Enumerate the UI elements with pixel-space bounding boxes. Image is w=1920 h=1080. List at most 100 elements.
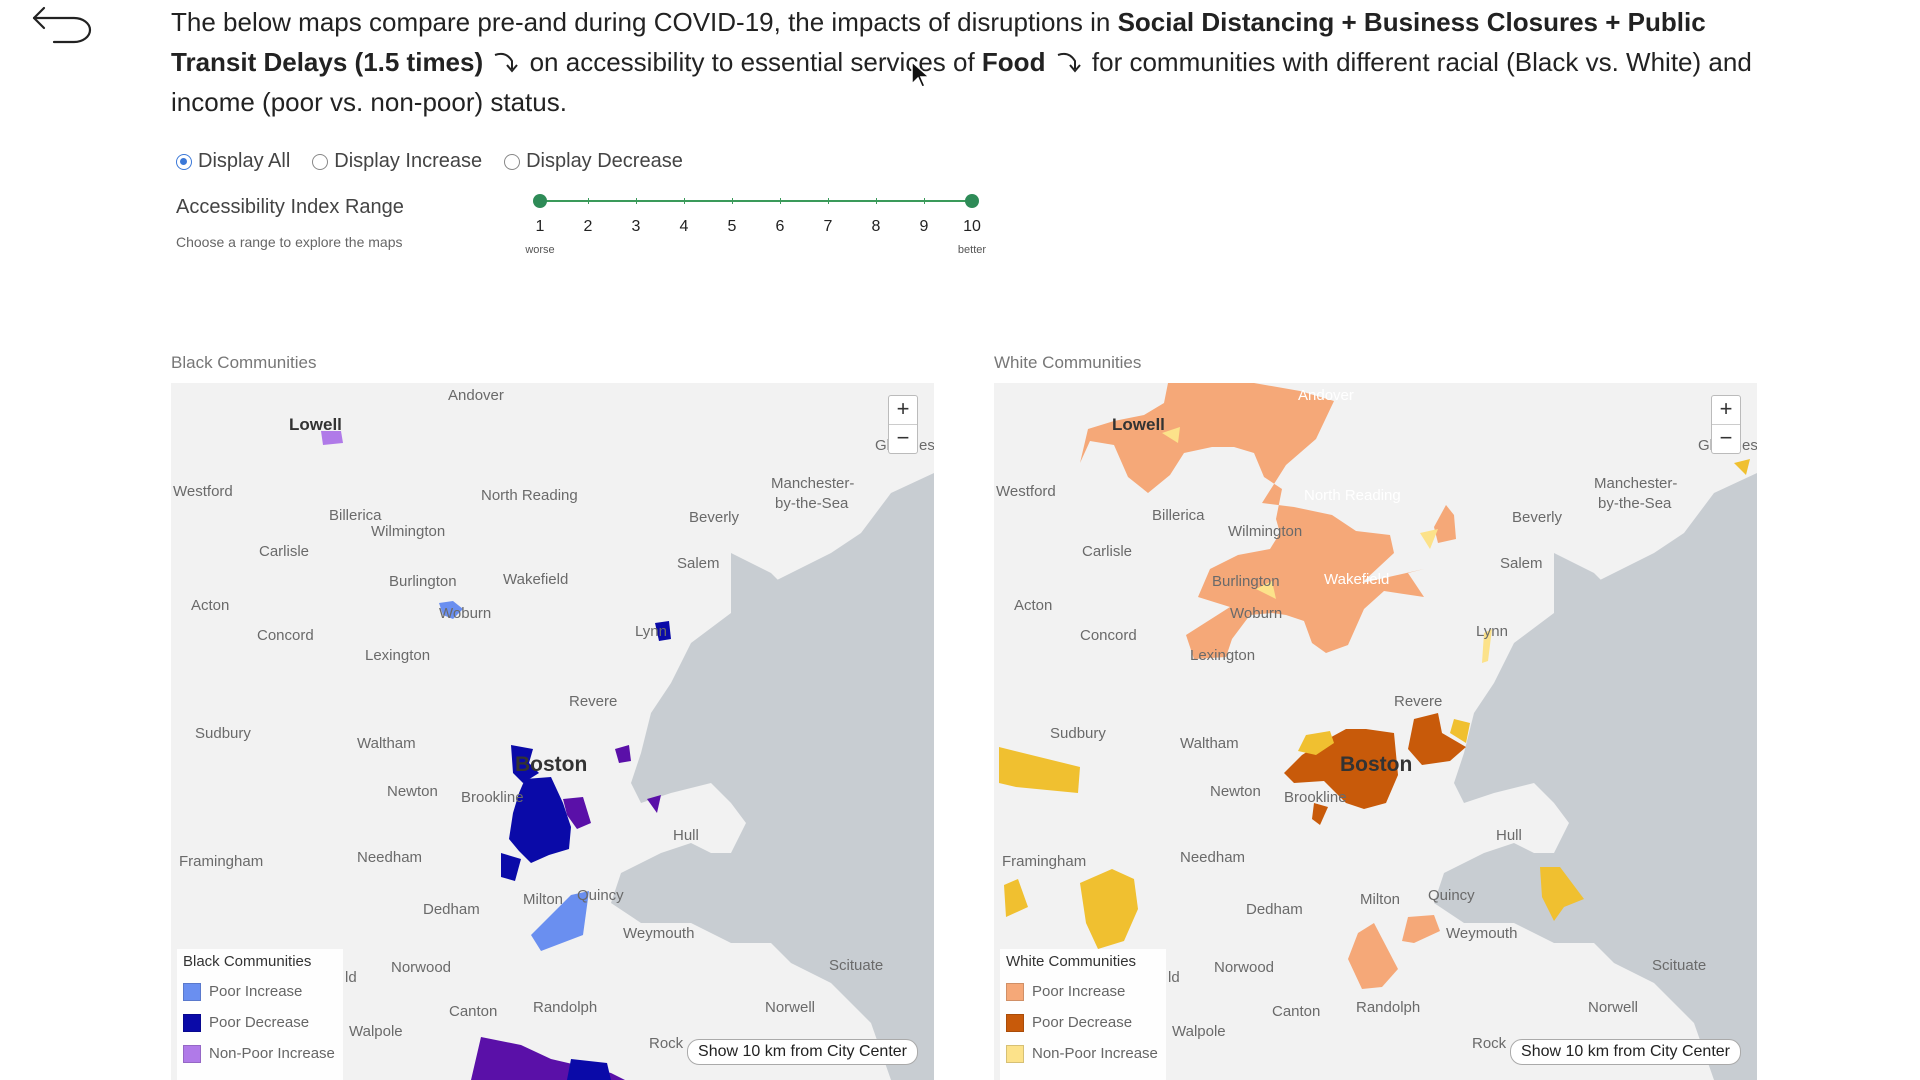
place-label: Canton (449, 1003, 498, 1020)
zoom-control: + − (1711, 395, 1741, 454)
legend-item: Non-Poor Increase (183, 1038, 343, 1069)
place-label: Framingham (179, 853, 264, 870)
legend-item: Poor Increase (1006, 976, 1166, 1007)
region-nonpoor-increase (1162, 427, 1180, 443)
curved-down-arrow-icon[interactable] (1055, 46, 1083, 74)
back-button[interactable] (30, 0, 100, 46)
show-10km-button[interactable]: Show 10 km from City Center (687, 1039, 918, 1065)
region-poor-increase (439, 601, 463, 619)
mouse-cursor-icon (911, 60, 931, 88)
radio-button-selected[interactable] (176, 153, 192, 170)
place-label: Boston (1340, 753, 1413, 776)
place-label: Lynn (1476, 623, 1508, 640)
place-label: Westford (173, 483, 233, 500)
radio-button[interactable] (504, 153, 521, 170)
place-label: Milton (523, 891, 564, 908)
legend-title: White Communities (1006, 953, 1137, 970)
radio-display-decrease[interactable]: Display Decrease (504, 150, 683, 173)
slider-tick-label: 10 (963, 218, 981, 235)
slider-tick (780, 198, 781, 204)
place-label: es (919, 437, 934, 454)
place-label: Beverly (689, 509, 740, 526)
place-label: Norwell (1588, 999, 1639, 1016)
place-label: Wilmington (371, 523, 446, 540)
place-label: Carlisle (1082, 543, 1133, 560)
place-label: Canton (1272, 1003, 1321, 1020)
accessibility-range-slider[interactable]: 1 2 3 4 5 6 7 8 9 10 worse better (525, 190, 986, 270)
show-10km-button[interactable]: Show 10 km from City Center (1510, 1039, 1741, 1065)
place-label: Wakefield (503, 571, 569, 588)
region-nonpoor-decrease (1080, 869, 1138, 949)
zoom-in-button[interactable]: + (1719, 396, 1733, 421)
place-label: Waltham (1180, 735, 1239, 752)
place-label: Framingham (1002, 853, 1087, 870)
place-label: by-the-Sea (775, 495, 849, 512)
slider-tick-label: 3 (631, 218, 641, 235)
legend-swatch (1006, 1013, 1024, 1032)
slider-handle-max[interactable] (965, 194, 979, 208)
black-map-title: Black Communities (171, 353, 317, 372)
place-label: Randolph (533, 999, 598, 1016)
region-poor-decrease (511, 745, 539, 783)
zoom-out-button[interactable]: − (889, 424, 917, 453)
white-communities-map[interactable]: Andover Lowell Westford North Reading Bi… (994, 383, 1757, 1080)
place-label: Waltham (357, 735, 416, 752)
intro-part-2: on accessibility to essential services o… (522, 47, 982, 77)
disruption-scenario: Social Distancing + Business Closures + … (171, 7, 1706, 77)
radio-button[interactable] (312, 153, 329, 170)
place-label: Newton (1210, 783, 1261, 800)
place-label: Andover (448, 387, 504, 404)
region-nonpoor-increase (1420, 529, 1438, 549)
place-label: Carlisle (259, 543, 310, 560)
curved-down-arrow-icon[interactable] (492, 46, 520, 74)
radio-display-all[interactable]: Display All (176, 150, 290, 173)
slider-tick (636, 198, 637, 204)
place-label: Hull (673, 827, 699, 844)
place-label: Quincy (1428, 887, 1475, 904)
zoom-out-button[interactable]: − (1712, 424, 1740, 453)
place-label: Acton (1014, 597, 1053, 614)
place-label: Brookline (1284, 789, 1347, 806)
place-label: Manchester- (771, 475, 855, 492)
zoom-in-button[interactable]: + (896, 396, 910, 421)
legend-item: Poor Decrease (1006, 1007, 1166, 1038)
region-poor-increase (1402, 915, 1440, 943)
region-nonpoor-decrease (1540, 867, 1584, 921)
place-label: Walpole (1172, 1023, 1226, 1040)
place-label: ld (1168, 969, 1180, 986)
region-poor-increase (1348, 923, 1398, 989)
legend-item: Non-Poor Increase (1006, 1038, 1166, 1069)
region-nonpoor-decrease (1450, 719, 1470, 743)
range-subtitle: Choose a range to explore the maps (176, 234, 403, 250)
place-label: Gl (875, 437, 890, 454)
range-high-label: better (957, 244, 987, 256)
slider-tick-label: 9 (919, 218, 929, 235)
place-label: Weymouth (1446, 925, 1518, 942)
black-communities-map[interactable]: Andover Lowell Westford North Reading Bi… (171, 383, 934, 1080)
range-low-label: worse (525, 244, 555, 256)
place-label: Concord (1080, 627, 1137, 644)
place-label: Manchester- (1594, 475, 1678, 492)
place-label: Salem (1500, 555, 1543, 572)
place-label: Andover (1298, 387, 1354, 404)
intro-part-1: The below maps compare pre-and during CO… (171, 7, 1118, 37)
slider-track[interactable] (540, 200, 972, 202)
region-nonpoor-decrease (647, 795, 661, 813)
place-label: Beverly (1512, 509, 1563, 526)
slider-tick (876, 198, 877, 204)
black-community-areas (321, 431, 671, 1080)
place-label: Walpole (349, 1023, 403, 1040)
place-label: Weymouth (623, 925, 695, 942)
legend-swatch (183, 982, 201, 1001)
place-label: Woburn (439, 605, 492, 622)
slider-tick-label: 6 (775, 218, 785, 235)
place-label: Needham (357, 849, 423, 866)
place-label: North Reading (481, 487, 578, 504)
radio-display-increase[interactable]: Display Increase (312, 150, 482, 173)
slider-handle-min[interactable] (533, 194, 547, 208)
place-label: Dedham (423, 901, 480, 918)
place-label: Sudbury (195, 725, 251, 742)
region-nonpoor-decrease (1734, 459, 1750, 475)
place-label: Wilmington (1228, 523, 1303, 540)
place-label: Acton (191, 597, 230, 614)
